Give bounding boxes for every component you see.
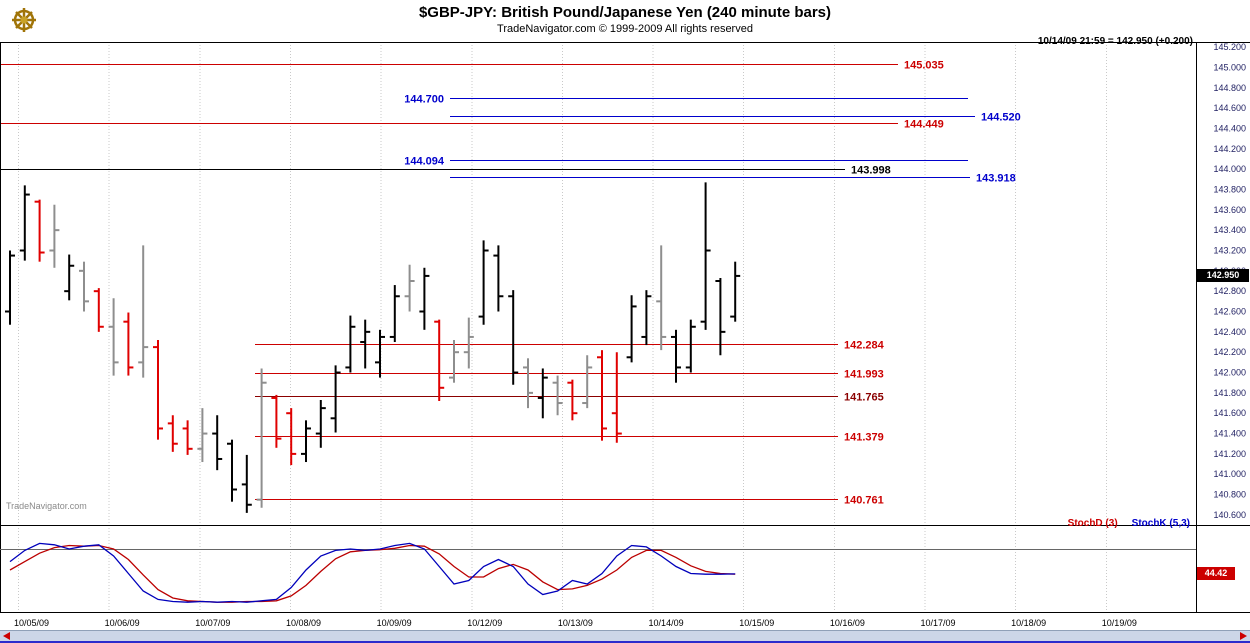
ohlc-bars bbox=[5, 182, 741, 513]
svg-text:142.284: 142.284 bbox=[844, 340, 885, 352]
svg-text:143.200: 143.200 bbox=[1213, 245, 1246, 255]
svg-text:10/14/09: 10/14/09 bbox=[649, 618, 684, 628]
svg-text:142.600: 142.600 bbox=[1213, 307, 1246, 317]
svg-text:141.765: 141.765 bbox=[844, 392, 884, 404]
stochk-legend-label: StochK (5,3) bbox=[1131, 518, 1190, 529]
svg-text:10/12/09: 10/12/09 bbox=[467, 618, 502, 628]
svg-text:144.600: 144.600 bbox=[1213, 103, 1246, 113]
svg-text:140.800: 140.800 bbox=[1213, 490, 1246, 500]
date-axis-labels: 10/05/09 10/06/09 10/07/09 10/08/09 10/09/09… bbox=[14, 618, 1137, 628]
svg-text:10/06/09: 10/06/09 bbox=[105, 618, 140, 628]
svg-text:144.449: 144.449 bbox=[904, 119, 944, 131]
svg-text:142.800: 142.800 bbox=[1213, 286, 1246, 296]
scroll-right-arrow-icon[interactable] bbox=[1240, 632, 1247, 640]
svg-text:10/09/09: 10/09/09 bbox=[377, 618, 412, 628]
watermark: TradeNavigator.com bbox=[6, 501, 87, 511]
svg-text:143.800: 143.800 bbox=[1213, 184, 1246, 194]
stoch-curves bbox=[9, 542, 736, 603]
svg-text:141.200: 141.200 bbox=[1213, 449, 1246, 459]
svg-text:144.000: 144.000 bbox=[1213, 164, 1246, 174]
svg-text:10/16/09: 10/16/09 bbox=[830, 618, 865, 628]
horizontal-scrollbar[interactable] bbox=[0, 630, 1250, 643]
chart-title: $GBP-JPY: British Pound/Japanese Yen (24… bbox=[418, 4, 832, 21]
last-price-badge: 142.950 bbox=[1197, 269, 1249, 282]
svg-text:142.000: 142.000 bbox=[1213, 368, 1246, 378]
svg-text:144.400: 144.400 bbox=[1213, 123, 1246, 133]
svg-text:10/07/09: 10/07/09 bbox=[195, 618, 230, 628]
svg-text:10/05/09: 10/05/09 bbox=[14, 618, 49, 628]
stochd-legend-label: StochD (3) bbox=[1067, 518, 1118, 529]
panel-borders bbox=[0, 42, 1250, 613]
svg-text:145.200: 145.200 bbox=[1213, 42, 1246, 52]
copyright-text: TradeNavigator.com © 1999-2009 All right… bbox=[497, 23, 753, 35]
svg-text:145.000: 145.000 bbox=[1213, 62, 1246, 72]
price-level-lines: 145.035 144.700 144.520 144.449 144.094 143.9… bbox=[0, 60, 1021, 507]
svg-text:144.200: 144.200 bbox=[1213, 144, 1246, 154]
svg-text:144.094: 144.094 bbox=[404, 156, 445, 168]
price-axis-labels: 145.200 145.000 144.800 144.600 144.400 144.2… bbox=[1213, 42, 1246, 520]
last-quote-text: 10/14/09 21:59 = 142.950 (+0.200) bbox=[1037, 36, 1193, 47]
svg-text:143.600: 143.600 bbox=[1213, 205, 1246, 215]
svg-text:144.520: 144.520 bbox=[981, 112, 1021, 124]
date-gridlines bbox=[18, 42, 1107, 612]
svg-text:143.400: 143.400 bbox=[1213, 225, 1246, 235]
svg-text:141.379: 141.379 bbox=[844, 432, 884, 444]
svg-text:143.918: 143.918 bbox=[976, 173, 1016, 185]
svg-text:10/19/09: 10/19/09 bbox=[1102, 618, 1137, 628]
scroll-left-arrow-icon[interactable] bbox=[3, 632, 10, 640]
stoch-value-badge: 44.42 bbox=[1197, 567, 1235, 580]
svg-text:10/08/09: 10/08/09 bbox=[286, 618, 321, 628]
svg-text:141.993: 141.993 bbox=[844, 369, 884, 381]
svg-text:142.200: 142.200 bbox=[1213, 347, 1246, 357]
svg-text:140.600: 140.600 bbox=[1213, 510, 1246, 520]
svg-text:144.800: 144.800 bbox=[1213, 83, 1246, 93]
svg-text:142.400: 142.400 bbox=[1213, 327, 1246, 337]
stoch-legend: StochD (3) StochK (5,3) bbox=[1068, 518, 1190, 529]
svg-text:143.998: 143.998 bbox=[851, 165, 891, 177]
svg-text:141.000: 141.000 bbox=[1213, 469, 1246, 479]
svg-text:10/13/09: 10/13/09 bbox=[558, 618, 593, 628]
svg-text:144.700: 144.700 bbox=[404, 94, 444, 106]
svg-text:141.800: 141.800 bbox=[1213, 388, 1246, 398]
svg-text:141.600: 141.600 bbox=[1213, 408, 1246, 418]
svg-text:10/18/09: 10/18/09 bbox=[1011, 618, 1046, 628]
svg-text:141.400: 141.400 bbox=[1213, 429, 1246, 439]
svg-text:10/15/09: 10/15/09 bbox=[739, 618, 774, 628]
svg-text:10/17/09: 10/17/09 bbox=[921, 618, 956, 628]
svg-text:140.761: 140.761 bbox=[844, 495, 884, 507]
tradenavigator-logo-icon bbox=[6, 5, 42, 37]
svg-text:145.035: 145.035 bbox=[904, 60, 944, 72]
